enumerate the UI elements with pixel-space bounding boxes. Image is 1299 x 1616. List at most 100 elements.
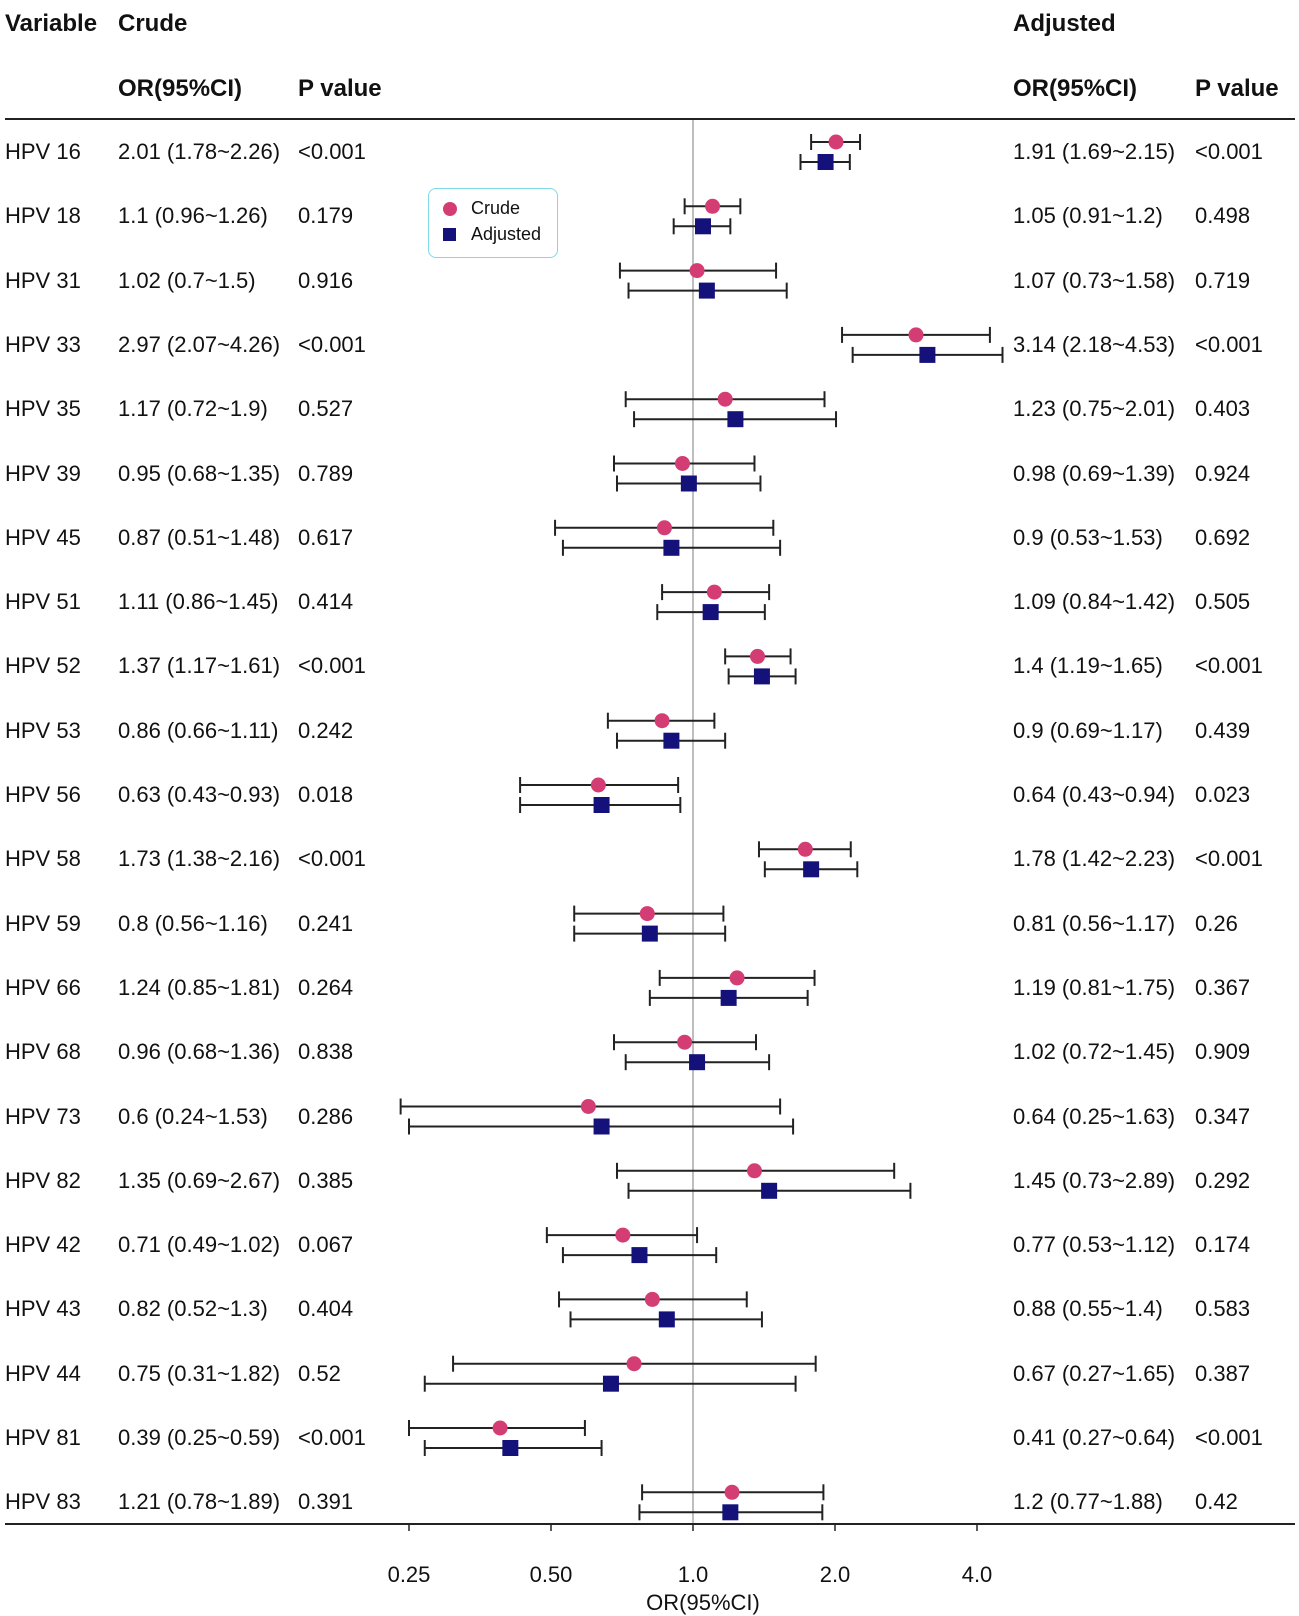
row-crude-or: 0.86 (0.66~1.11) <box>118 717 279 743</box>
row-variable: HPV 45 <box>5 524 81 550</box>
row-variable: HPV 73 <box>5 1103 81 1129</box>
adjusted-point <box>727 411 744 428</box>
row-variable: HPV 51 <box>5 589 81 615</box>
crude-point <box>724 1484 740 1500</box>
row-crude-or: 0.39 (0.25~0.59) <box>118 1425 281 1450</box>
adjusted-point <box>658 1311 675 1328</box>
crude-point <box>705 198 721 214</box>
adjusted-point <box>680 475 697 492</box>
row-adjusted-or: 1.19 (0.81~1.75) <box>1013 974 1176 1000</box>
x-axis-title: OR(95%CI) <box>646 1590 760 1615</box>
x-tick-label: 2.0 <box>820 1562 851 1587</box>
row-crude-p: 0.264 <box>298 974 354 1000</box>
crude-point <box>746 1163 762 1179</box>
row-crude-or: 1.35 (0.69~2.67) <box>118 1167 281 1193</box>
header-crude: Crude <box>118 10 188 37</box>
row-crude-or: 0.6 (0.24~1.53) <box>118 1103 268 1129</box>
row-crude-or: 2.01 (1.78~2.26) <box>118 139 281 164</box>
row-variable: HPV 68 <box>5 1039 81 1065</box>
crude-point <box>590 777 606 793</box>
crude-point <box>639 906 655 922</box>
crude-circle-icon <box>443 201 457 216</box>
row-crude-or: 1.37 (1.17~1.61) <box>118 653 281 679</box>
row-adjusted-or: 0.64 (0.43~0.94) <box>1013 782 1176 807</box>
legend: Crude Adjusted <box>428 188 558 258</box>
row-crude-p: <0.001 <box>298 1425 366 1450</box>
row-crude-p: <0.001 <box>298 653 366 679</box>
row-crude-or: 2.97 (2.07~4.26) <box>118 331 281 357</box>
row-crude-p: 0.241 <box>298 910 354 936</box>
adjusted-point <box>641 925 658 942</box>
row-variable: HPV 52 <box>5 653 81 679</box>
x-tick-label: 4.0 <box>962 1562 993 1587</box>
row-variable: HPV 35 <box>5 396 81 422</box>
crude-point <box>492 1420 508 1436</box>
crude-point <box>908 327 924 343</box>
row-variable: HPV 66 <box>5 974 81 1000</box>
crude-point <box>729 970 745 986</box>
row-crude-or: 0.75 (0.31~1.82) <box>118 1360 281 1386</box>
row-adjusted-or: 1.09 (0.84~1.42) <box>1013 589 1176 615</box>
row-crude-or: 1.21 (0.78~1.89) <box>118 1489 281 1515</box>
row-crude-or: 1.17 (0.72~1.9) <box>118 396 268 422</box>
legend-adjusted: Adjusted <box>443 224 541 245</box>
row-adjusted-or: 1.4 (1.19~1.65) <box>1013 653 1163 679</box>
row-adjusted-or: 0.88 (0.55~1.4) <box>1013 1296 1163 1322</box>
row-adjusted-p: 0.403 <box>1195 396 1251 422</box>
row-crude-p: 0.404 <box>298 1296 354 1322</box>
crude-point <box>717 391 733 407</box>
header-crude-p: P value <box>298 75 382 102</box>
row-adjusted-p: 0.924 <box>1195 460 1251 486</box>
row-variable: HPV 53 <box>5 717 81 743</box>
row-variable: HPV 82 <box>5 1167 81 1193</box>
row-crude-p: <0.001 <box>298 331 366 357</box>
row-crude-or: 0.96 (0.68~1.36) <box>118 1039 281 1065</box>
adjusted-point <box>502 1440 519 1456</box>
crude-point <box>615 1227 631 1243</box>
row-adjusted-or: 0.9 (0.53~1.53) <box>1013 524 1163 550</box>
adjusted-square-icon <box>443 228 456 241</box>
crude-point <box>674 456 690 471</box>
row-adjusted-or: 0.67 (0.27~1.65) <box>1013 1360 1176 1386</box>
adjusted-point <box>698 282 715 299</box>
row-adjusted-p: 0.174 <box>1195 1232 1251 1258</box>
row-adjusted-p: 0.26 <box>1195 910 1238 936</box>
adjusted-point <box>602 1375 619 1392</box>
row-crude-p: 0.52 <box>298 1360 341 1386</box>
row-crude-or: 0.63 (0.43~0.93) <box>118 782 281 807</box>
adjusted-point <box>803 861 820 878</box>
adjusted-point <box>919 346 936 363</box>
row-crude-or: 1.11 (0.86~1.45) <box>118 589 279 615</box>
row-crude-or: 0.71 (0.49~1.02) <box>118 1232 281 1258</box>
row-adjusted-p: <0.001 <box>1195 846 1263 872</box>
row-crude-p: 0.414 <box>298 589 354 615</box>
row-adjusted-or: 1.78 (1.42~2.23) <box>1013 846 1176 872</box>
adjusted-point <box>722 1504 739 1521</box>
row-crude-or: 1.02 (0.7~1.5) <box>118 267 256 293</box>
row-adjusted-or: 1.05 (0.91~1.2) <box>1013 203 1163 229</box>
row-adjusted-or: 1.02 (0.72~1.45) <box>1013 1039 1176 1065</box>
crude-point <box>626 1356 642 1372</box>
adjusted-point <box>593 797 610 813</box>
row-adjusted-p: 0.367 <box>1195 974 1251 1000</box>
row-crude-or: 0.95 (0.68~1.35) <box>118 460 281 486</box>
header-adjusted-or: OR(95%CI) <box>1013 75 1138 102</box>
header-adjusted: Adjusted <box>1013 10 1116 37</box>
x-tick-label: 1.0 <box>678 1562 709 1587</box>
row-adjusted-p: 0.583 <box>1195 1296 1251 1322</box>
row-crude-p: 0.385 <box>298 1167 354 1193</box>
header-crude-or: OR(95%CI) <box>118 75 243 102</box>
adjusted-point <box>593 1118 610 1135</box>
x-tick-label: 0.25 <box>388 1562 431 1587</box>
crude-point <box>689 263 705 279</box>
crude-point <box>580 1099 596 1114</box>
row-variable: HPV 83 <box>5 1489 81 1515</box>
row-adjusted-or: 0.77 (0.53~1.12) <box>1013 1232 1176 1258</box>
row-variable: HPV 18 <box>5 203 81 229</box>
row-crude-or: 0.8 (0.56~1.16) <box>118 910 268 936</box>
adjusted-point <box>702 604 719 621</box>
row-crude-p: 0.067 <box>298 1232 354 1258</box>
row-variable: HPV 59 <box>5 910 81 936</box>
row-adjusted-p: 0.719 <box>1195 267 1251 293</box>
adjusted-point <box>694 218 711 235</box>
